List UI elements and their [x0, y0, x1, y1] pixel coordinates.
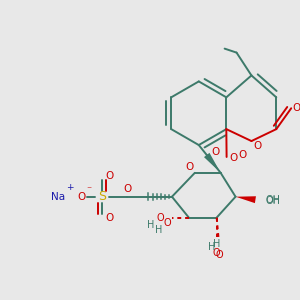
Text: O: O — [230, 153, 238, 163]
Text: O: O — [123, 184, 131, 194]
Text: OH: OH — [0, 299, 1, 300]
Text: O: O — [238, 150, 247, 160]
Text: O: O — [253, 141, 262, 151]
Text: OH: OH — [266, 196, 280, 206]
Text: OH: OH — [266, 195, 280, 205]
Text: O: O — [186, 162, 194, 172]
Text: O: O — [212, 147, 220, 157]
Text: O: O — [216, 250, 224, 260]
Text: O: O — [0, 299, 1, 300]
Text: O: O — [156, 213, 164, 223]
Text: H: H — [147, 220, 155, 230]
Text: O: O — [213, 248, 220, 258]
Text: H: H — [0, 299, 1, 300]
Text: H: H — [155, 224, 163, 235]
Text: H: H — [208, 242, 215, 252]
Polygon shape — [236, 196, 256, 203]
Text: O: O — [105, 171, 113, 181]
Polygon shape — [204, 153, 220, 173]
Text: O: O — [163, 218, 171, 228]
Text: ⁻: ⁻ — [86, 185, 91, 195]
Text: O: O — [77, 192, 86, 202]
Text: Na: Na — [51, 192, 65, 202]
Text: O: O — [105, 213, 113, 223]
Text: S: S — [98, 190, 106, 203]
Text: +: + — [66, 183, 73, 192]
Text: H: H — [213, 239, 220, 249]
Text: O: O — [292, 103, 300, 113]
